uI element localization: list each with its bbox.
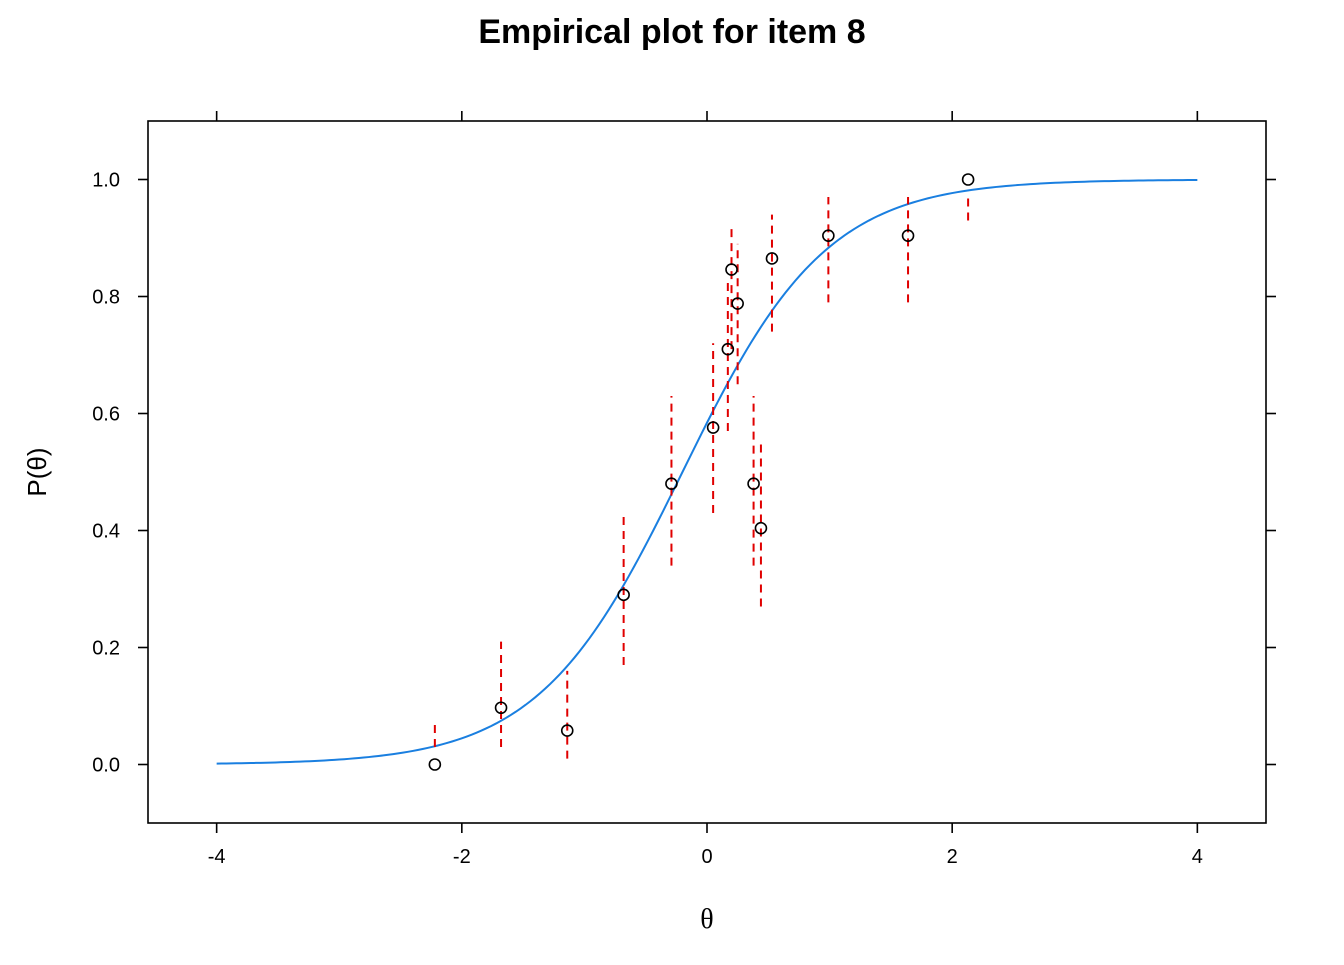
tick-layer: -4 -2 0 2 4 0.0 0.2 0.4 0.6 0.8 1.0 [92,111,1276,868]
x-tick-label: 4 [1192,846,1203,868]
error-bar-layer [433,197,970,759]
data-point [665,477,678,491]
icc-curve [216,178,1198,765]
point-layer [428,173,975,771]
y-tick-label: 0.4 [92,521,120,543]
y-tick-label: 0.0 [92,755,120,777]
data-point [428,758,442,771]
y-axis-label: P(θ) [22,447,52,496]
y-tick-label: 1.0 [92,170,120,192]
curve-layer [216,178,1198,765]
y-tick-label: 0.2 [92,638,120,660]
x-tick-label: -2 [453,846,471,868]
plot-frame [147,120,1267,824]
chart-title: Empirical plot for item 8 [478,13,865,51]
y-tick-label: 0.8 [92,287,120,309]
data-point [747,477,760,491]
x-tick-label: -4 [208,846,226,868]
data-point [754,521,768,535]
data-point [706,421,720,434]
data-point [721,342,735,356]
data-point [822,229,835,242]
x-axis-label: θ [700,904,713,935]
data-point [617,588,630,602]
data-point [901,229,915,242]
data-point [961,173,975,186]
y-tick-label: 0.6 [92,404,120,426]
data-point [725,263,738,276]
data-point [494,701,508,715]
data-point [765,252,779,265]
data-point [731,297,744,310]
data-point [560,724,574,737]
x-tick-label: 0 [701,846,712,868]
x-tick-label: 2 [947,846,958,868]
